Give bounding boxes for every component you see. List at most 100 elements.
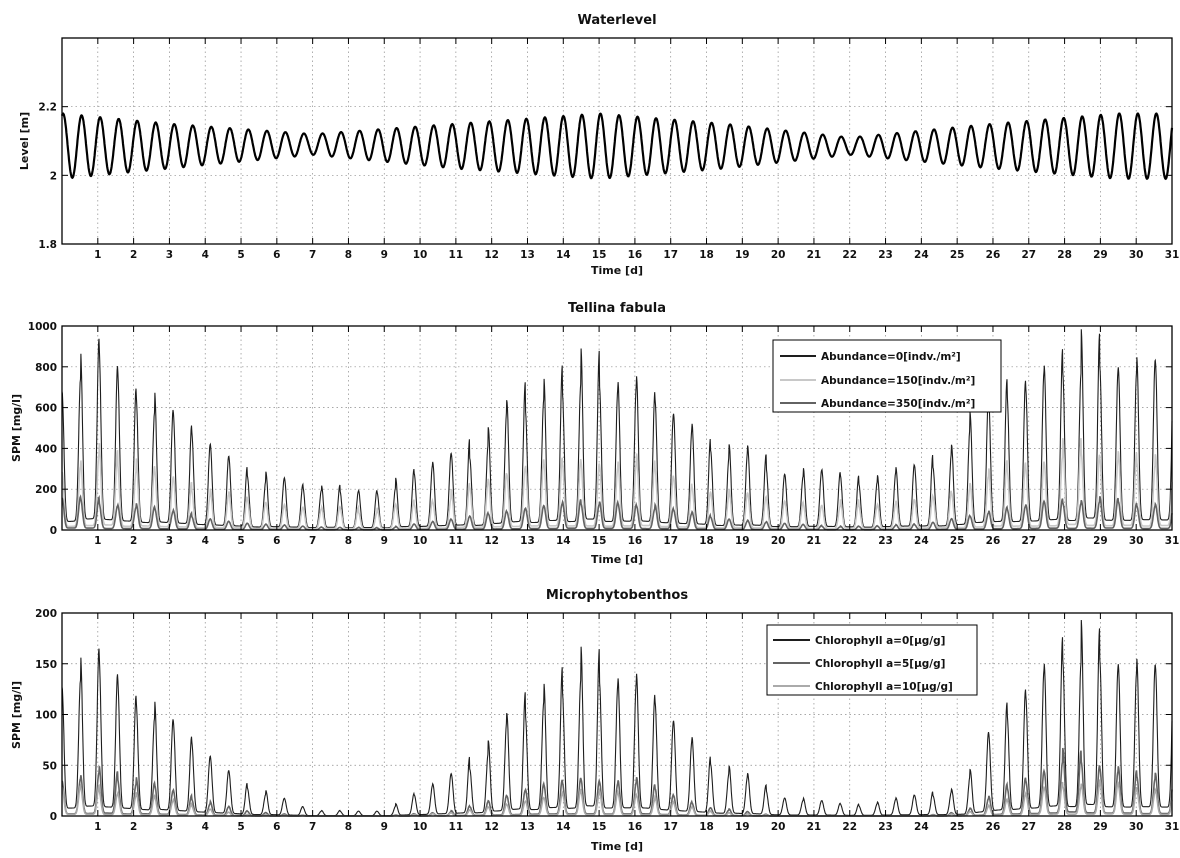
plot-frame <box>61 37 1173 245</box>
x-tick-label: 6 <box>273 821 280 833</box>
x-tick-label: 13 <box>520 535 535 547</box>
series-line <box>61 494 1173 531</box>
x-tick-label: 15 <box>592 535 607 547</box>
legend-box <box>766 624 978 696</box>
x-tick-label: 4 <box>202 535 209 547</box>
x-tick-label: 19 <box>735 535 750 547</box>
x-tick-label: 24 <box>914 535 929 547</box>
x-axis-label: Time [d] <box>591 553 643 566</box>
x-tick-label: 30 <box>1129 821 1144 833</box>
series-line <box>61 329 1173 529</box>
x-tick-label: 13 <box>520 821 535 833</box>
y-tick-label: 150 <box>35 659 57 671</box>
x-tick-label: 4 <box>202 821 209 833</box>
x-tick-label: 26 <box>986 535 1001 547</box>
y-axis-label: SPM [mg/l] <box>10 681 23 749</box>
x-tick-label: 5 <box>237 249 244 261</box>
x-tick-label: 29 <box>1093 535 1108 547</box>
y-axis-label: Level [m] <box>18 112 31 170</box>
x-tick-label: 30 <box>1129 249 1144 261</box>
x-tick-label: 8 <box>345 249 352 261</box>
series-layer <box>61 329 1173 531</box>
x-tick-label: 25 <box>950 535 965 547</box>
ticks: 1 2 3 4 5 6 7 8 9 10 11 12 13 14 15 16 17 18 19 20 21 22 23 24 2… <box>38 38 1179 261</box>
legend-entry: Chlorophyll a=5[μg/g] <box>815 658 945 670</box>
x-tick-label: 12 <box>484 249 499 261</box>
x-tick-label: 22 <box>842 821 857 833</box>
x-tick-label: 1 <box>94 535 101 547</box>
series-line <box>60 112 1174 181</box>
x-tick-label: 15 <box>592 821 607 833</box>
grid <box>62 38 1172 244</box>
x-tick-label: 3 <box>166 249 173 261</box>
x-tick-label: 31 <box>1165 821 1180 833</box>
y-tick-label: 2.2 <box>38 102 57 114</box>
x-tick-label: 21 <box>807 249 822 261</box>
series-line <box>61 437 1173 530</box>
x-tick-label: 18 <box>699 821 714 833</box>
legend-box <box>772 339 1002 413</box>
series-line <box>61 619 1173 817</box>
y-axis-label: SPM [mg/l] <box>10 394 23 462</box>
x-tick-label: 21 <box>807 535 822 547</box>
x-tick-label: 19 <box>735 249 750 261</box>
x-tick-label: 29 <box>1093 821 1108 833</box>
x-tick-label: 26 <box>986 249 1001 261</box>
x-tick-label: 11 <box>449 249 464 261</box>
x-tick-label: 9 <box>381 535 388 547</box>
x-tick-label: 28 <box>1057 535 1072 547</box>
x-tick-label: 12 <box>484 535 499 547</box>
x-tick-label: 1 <box>94 821 101 833</box>
ticks: 1 2 3 4 5 6 7 8 9 10 11 12 13 14 15 16 17 18 19 20 21 22 23 24 2… <box>35 608 1179 833</box>
x-axis-label: Time [d] <box>591 264 643 277</box>
x-tick-label: 22 <box>842 535 857 547</box>
x-tick-label: 15 <box>592 249 607 261</box>
x-tick-label: 27 <box>1021 821 1036 833</box>
x-tick-label: 3 <box>166 821 173 833</box>
x-tick-label: 3 <box>166 535 173 547</box>
x-tick-label: 5 <box>237 821 244 833</box>
x-tick-label: 31 <box>1165 535 1180 547</box>
y-tick-label: 200 <box>35 484 57 496</box>
series-line <box>61 747 1173 817</box>
x-tick-label: 9 <box>381 249 388 261</box>
ticks: 1 2 3 4 5 6 7 8 9 10 11 12 13 14 15 16 17 18 19 20 21 22 23 24 2… <box>28 321 1180 547</box>
y-tick-label: 800 <box>35 362 57 374</box>
legend-entry: Chlorophyll a=0[μg/g] <box>815 635 945 647</box>
x-tick-label: 16 <box>628 821 643 833</box>
legend: Abundance=0[indv./m²] Abundance=150[indv… <box>772 339 1002 413</box>
x-tick-label: 2 <box>130 821 137 833</box>
x-tick-label: 29 <box>1093 249 1108 261</box>
x-tick-label: 14 <box>556 535 571 547</box>
panel-tellina-fabula: Tellina fabula 1 2 3 4 5 6 7 8 9 10 11 12 13 14 15 16 17… <box>10 301 1179 566</box>
x-tick-label: 20 <box>771 249 786 261</box>
series-layer <box>61 619 1173 817</box>
x-tick-label: 27 <box>1021 535 1036 547</box>
y-tick-label: 400 <box>35 443 57 455</box>
y-tick-label: 50 <box>42 760 57 772</box>
x-tick-label: 23 <box>878 535 893 547</box>
panel-title: Microphytobenthos <box>546 588 688 603</box>
x-tick-label: 8 <box>345 821 352 833</box>
x-tick-label: 6 <box>273 249 280 261</box>
x-tick-label: 23 <box>878 821 893 833</box>
x-tick-label: 27 <box>1021 249 1036 261</box>
x-tick-label: 19 <box>735 821 750 833</box>
x-tick-label: 17 <box>663 821 678 833</box>
y-tick-label: 2 <box>50 170 57 182</box>
panel-microphytobenthos: Microphytobenthos 1 2 3 4 5 6 7 8 9 10 11 12 13 14 15 1… <box>10 588 1179 853</box>
x-tick-label: 16 <box>628 249 643 261</box>
x-tick-label: 1 <box>94 249 101 261</box>
x-tick-label: 16 <box>628 535 643 547</box>
x-tick-label: 24 <box>914 821 929 833</box>
x-tick-label: 12 <box>484 821 499 833</box>
series-line <box>61 779 1173 817</box>
x-tick-label: 26 <box>986 821 1001 833</box>
x-tick-label: 30 <box>1129 535 1144 547</box>
x-tick-label: 20 <box>771 821 786 833</box>
x-tick-label: 17 <box>663 249 678 261</box>
x-tick-label: 31 <box>1165 249 1180 261</box>
x-tick-label: 6 <box>273 535 280 547</box>
panel-title: Tellina fabula <box>568 301 666 316</box>
